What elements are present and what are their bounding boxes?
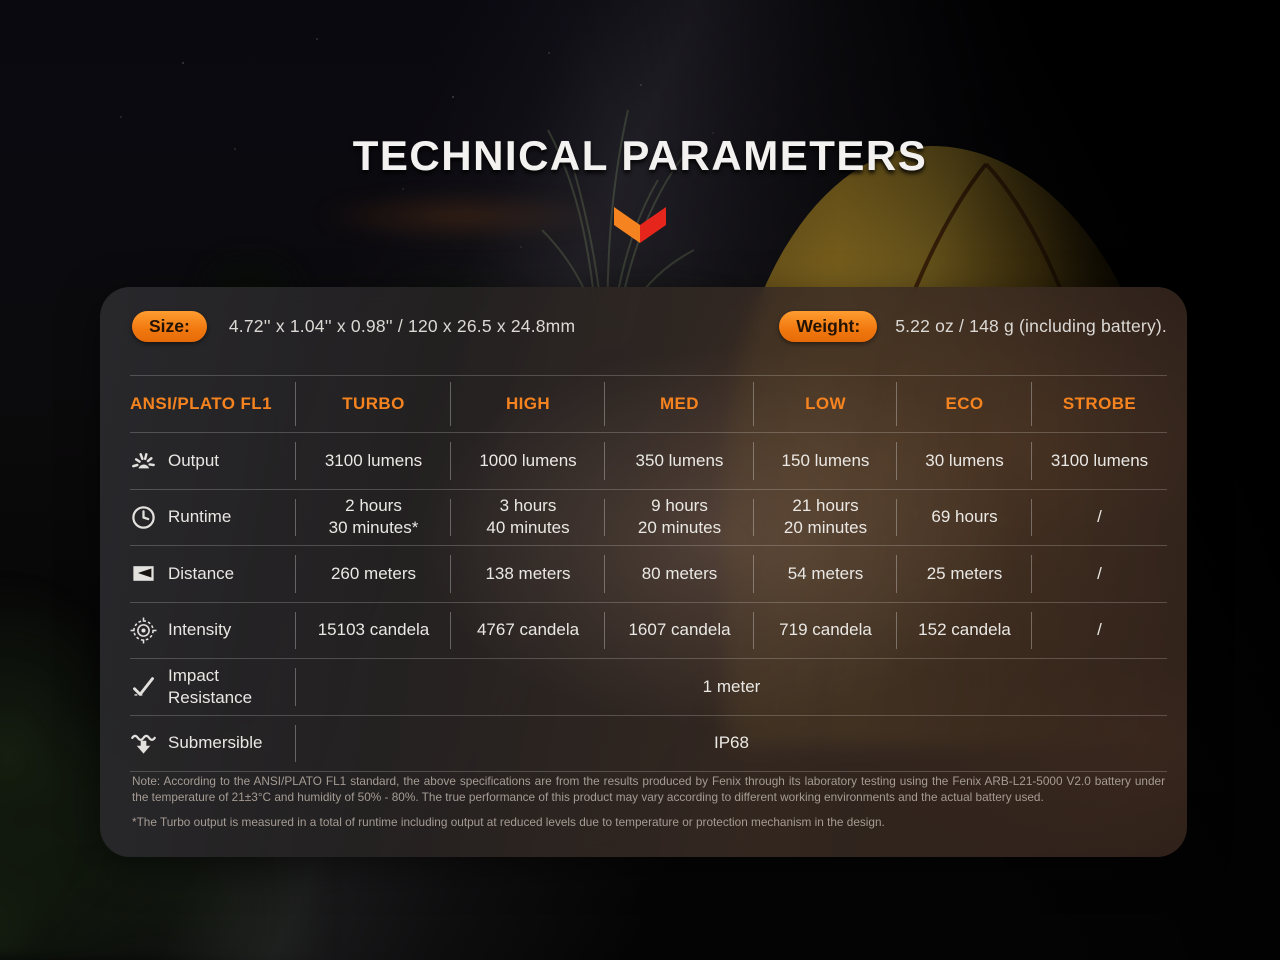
turbo-note: *The Turbo output is measured in a total… [132, 814, 885, 829]
header-ansi: ANSI/PLATO FL1 [130, 376, 296, 432]
sun-output-icon [130, 447, 157, 474]
target-intensity-icon [130, 617, 157, 644]
row-label-impact: Impact Resistance [130, 659, 296, 715]
spec-panel: Size: 4.72'' x 1.04'' x 0.98'' / 120 x 2… [100, 287, 1187, 857]
table-row-output: Output 3100 lumens 1000 lumens 350 lumen… [130, 432, 1167, 489]
submersible-value: IP68 [714, 733, 749, 753]
page-title: TECHNICAL PARAMETERS [352, 132, 928, 179]
table-row-runtime: Runtime 2 hours 30 minutes* 3 hours 40 m… [130, 488, 1167, 546]
header-eco: ECO [897, 376, 1032, 432]
output-strobe: 3100 lumens [1050, 450, 1149, 470]
intensity-turbo: 15103 candela [296, 603, 451, 659]
ansi-note: Note: According to the ANSI/PLATO FL1 st… [132, 774, 1165, 804]
runtime-med: 9 hours 20 minutes [605, 490, 754, 546]
impact-resistance-value: 1 meter [702, 676, 761, 696]
submersible-icon [130, 730, 157, 757]
output-low: 150 lumens [754, 433, 897, 489]
runtime-low: 21 hours 20 minutes [754, 490, 897, 546]
weight-group: Weight: 5.22 oz / 148 g (including batte… [779, 310, 1167, 342]
distance-low: 54 meters [754, 546, 897, 602]
distance-med: 80 meters [605, 546, 754, 602]
output-high: 1000 lumens [451, 433, 605, 489]
clock-runtime-icon [130, 504, 157, 531]
header-high: HIGH [451, 376, 605, 432]
distance-high: 138 meters [451, 546, 605, 602]
size-badge: Size: [132, 310, 207, 342]
intensity-med: 1607 candela [605, 603, 754, 659]
runtime-turbo: 2 hours 30 minutes* [296, 490, 451, 546]
table-row-distance: Distance 260 meters 138 meters 80 meters… [130, 545, 1167, 602]
intensity-low: 719 candela [754, 603, 897, 659]
distance-eco: 25 meters [897, 546, 1032, 602]
output-eco: 30 lumens [897, 433, 1032, 489]
table-row-impact-resistance: Impact Resistance 1 meter [130, 658, 1167, 715]
table-header-row: ANSI/PLATO FL1 TURBO HIGH MED LOW ECO ST… [130, 375, 1167, 432]
chevron-down-icon [614, 207, 666, 243]
output-med: 350 lumens [605, 433, 754, 489]
footnotes: Note: According to the ANSI/PLATO FL1 st… [132, 774, 1165, 830]
runtime-eco: 69 hours [897, 490, 1032, 546]
spec-table: ANSI/PLATO FL1 TURBO HIGH MED LOW ECO ST… [130, 375, 1167, 772]
table-row-submersible: Submersible IP68 [130, 714, 1167, 772]
row-label-submersible: Submersible [130, 716, 296, 772]
table-row-intensity: Intensity 15103 candela 4767 candela 160… [130, 601, 1167, 659]
size-value: 4.72'' x 1.04'' x 0.98'' / 120 x 26.5 x … [228, 315, 576, 336]
intensity-eco: 152 candela [897, 603, 1032, 659]
intensity-strobe: / [1097, 620, 1102, 640]
row-label-distance: Distance [130, 546, 296, 602]
check-impact-icon [130, 673, 157, 700]
header-med: MED [605, 376, 754, 432]
weight-badge: Weight: [779, 310, 878, 342]
dimensions-row: Size: 4.72'' x 1.04'' x 0.98'' / 120 x 2… [132, 309, 1167, 343]
header-turbo: TURBO [296, 376, 451, 432]
row-label-intensity: Intensity [130, 603, 296, 659]
weight-value: 5.22 oz / 148 g (including battery). [895, 315, 1167, 336]
row-label-runtime: Runtime [130, 490, 296, 546]
header-low: LOW [754, 376, 897, 432]
intensity-high: 4767 candela [451, 603, 605, 659]
distance-strobe: / [1097, 563, 1102, 583]
runtime-high: 3 hours 40 minutes [451, 490, 605, 546]
beam-distance-icon [130, 560, 157, 587]
row-label-output: Output [130, 433, 296, 489]
header-strobe: STROBE [1062, 393, 1137, 413]
distance-turbo: 260 meters [296, 546, 451, 602]
output-turbo: 3100 lumens [296, 433, 451, 489]
runtime-strobe: / [1097, 507, 1102, 527]
